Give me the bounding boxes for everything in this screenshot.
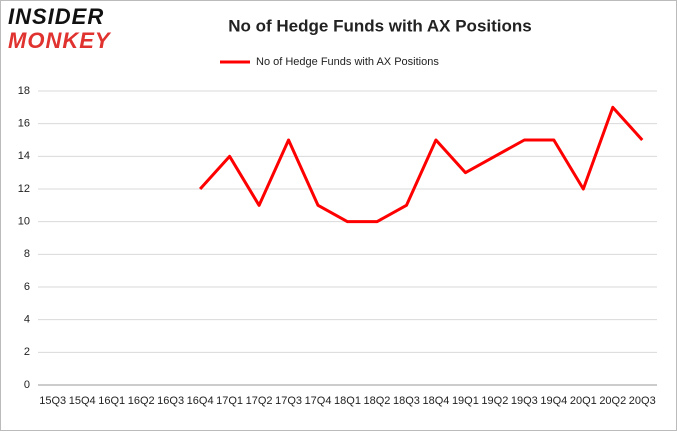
- x-tick-label: 19Q1: [452, 395, 479, 407]
- x-tick-label: 19Q3: [511, 395, 538, 407]
- x-tick-label: 16Q3: [157, 395, 184, 407]
- x-tick-label: 16Q4: [187, 395, 214, 407]
- x-tick-label: 20Q3: [629, 395, 656, 407]
- x-tick-label: 17Q4: [305, 395, 332, 407]
- x-tick-label: 20Q1: [570, 395, 597, 407]
- x-tick-label: 16Q1: [98, 395, 125, 407]
- y-tick-label: 2: [24, 346, 30, 358]
- x-tick-label: 18Q2: [364, 395, 391, 407]
- x-tick-label: 19Q2: [481, 395, 508, 407]
- y-tick-label: 16: [18, 118, 30, 130]
- y-tick-label: 4: [24, 314, 30, 326]
- y-tick-label: 8: [24, 248, 30, 260]
- y-tick-label: 0: [24, 379, 30, 391]
- y-tick-label: 6: [24, 281, 30, 293]
- x-tick-label: 17Q2: [246, 395, 273, 407]
- legend-label: No of Hedge Funds with AX Positions: [256, 56, 439, 68]
- y-tick-label: 10: [18, 216, 30, 228]
- y-tick-label: 12: [18, 183, 30, 195]
- x-tick-label: 18Q1: [334, 395, 361, 407]
- logo-line2: MONKEY: [8, 28, 112, 53]
- x-tick-label: 17Q3: [275, 395, 302, 407]
- x-tick-label: 19Q4: [540, 395, 567, 407]
- y-tick-label: 14: [18, 150, 30, 162]
- x-tick-label: 15Q3: [39, 395, 66, 407]
- x-tick-label: 18Q3: [393, 395, 420, 407]
- x-tick-label: 20Q2: [599, 395, 626, 407]
- x-tick-label: 18Q4: [422, 395, 449, 407]
- x-tick-label: 15Q4: [69, 395, 96, 407]
- data-line: [199, 105, 644, 224]
- logo-line1: INSIDER: [8, 4, 104, 29]
- y-tick-label: 18: [18, 85, 30, 97]
- chart-title: No of Hedge Funds with AX Positions: [228, 16, 531, 35]
- x-tick-label: 16Q2: [128, 395, 155, 407]
- x-tick-label: 17Q1: [216, 395, 243, 407]
